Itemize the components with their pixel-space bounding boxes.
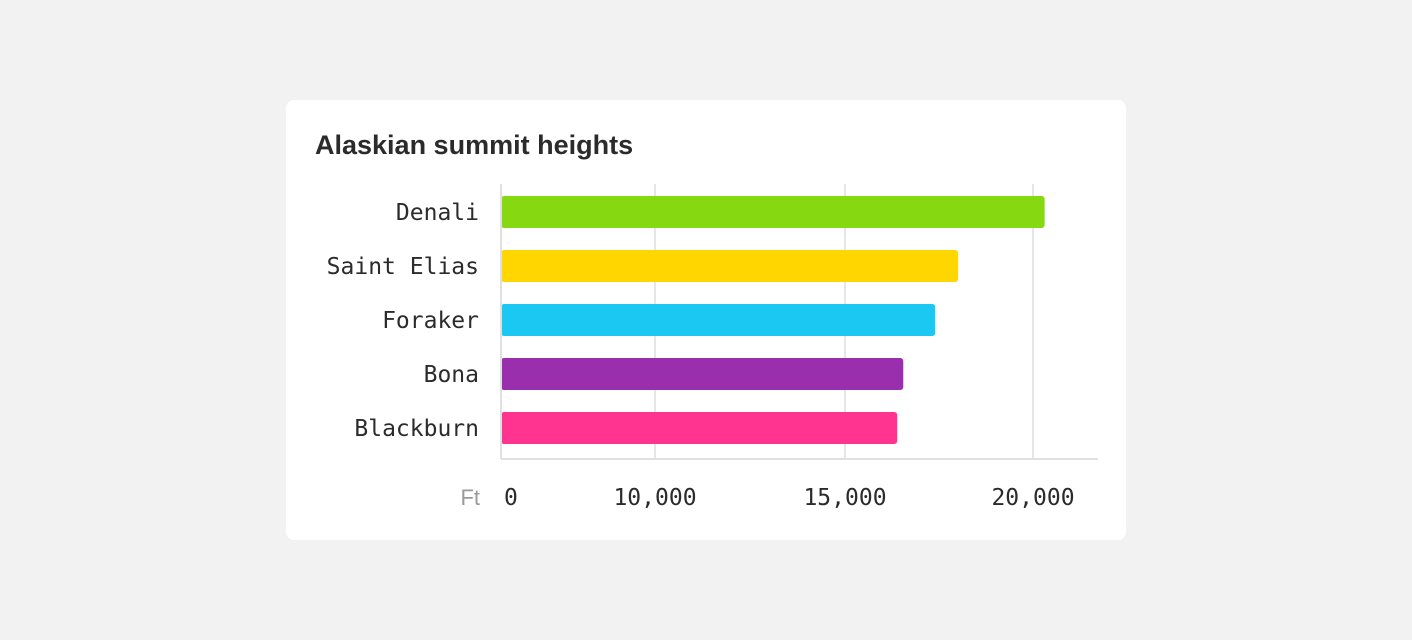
category-labels: Denali Saint Elias Foraker Bona Blackburn (327, 200, 479, 442)
chart-title: Alaskian summit heights (315, 130, 634, 160)
bar-bona (501, 358, 904, 390)
tick-labels: 0 10,000 15,000 20,000 (504, 485, 1075, 511)
x-axis-unit-label: Ft (460, 485, 480, 510)
chart-card: Alaskian summit heights Denali Saint Elia… (286, 100, 1126, 540)
category-label: Saint Elias (327, 254, 479, 280)
bar-denali (501, 196, 1045, 228)
bar-saint-elias (501, 250, 959, 282)
bars (501, 196, 1045, 444)
x-tick-label: 10,000 (613, 485, 696, 511)
axes (500, 184, 1098, 460)
x-tick-label: 20,000 (991, 485, 1074, 511)
category-label: Foraker (382, 308, 479, 334)
category-label: Blackburn (354, 416, 479, 442)
x-tick-label: 15,000 (803, 485, 886, 511)
bar-foraker (501, 304, 936, 336)
bar-blackburn (501, 412, 898, 444)
x-tick-label: 0 (504, 485, 518, 511)
category-label: Bona (424, 362, 479, 388)
category-label: Denali (396, 200, 479, 226)
bar-chart: Denali Saint Elias Foraker Bona Blackburn 0 1… (327, 184, 1098, 511)
